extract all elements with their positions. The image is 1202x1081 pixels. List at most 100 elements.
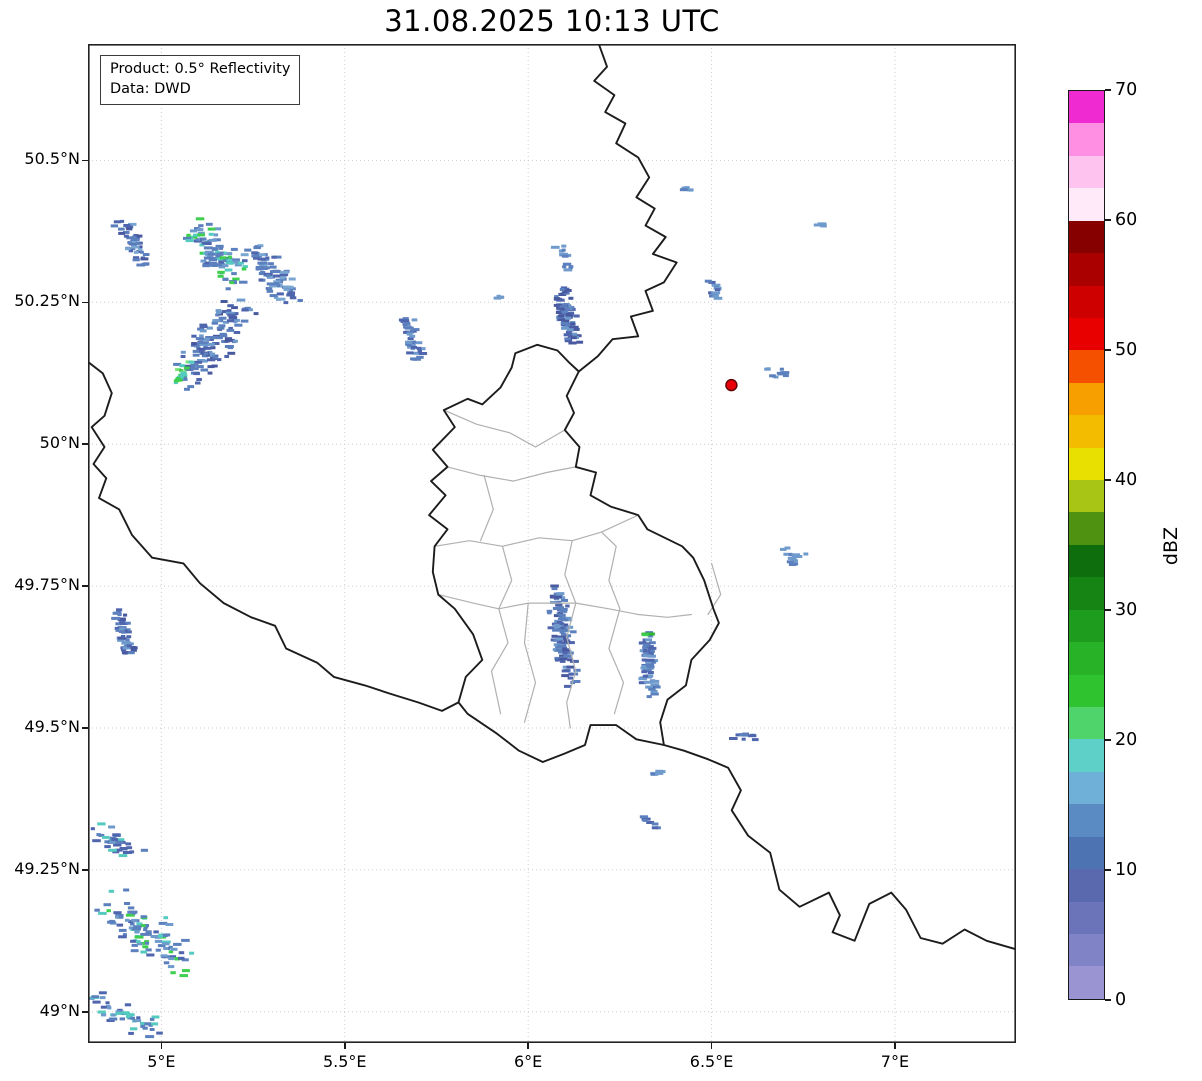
echo-pixel xyxy=(180,371,187,375)
echo-pixel xyxy=(193,360,203,364)
echo-pixel xyxy=(402,317,409,321)
y-tick-mark xyxy=(82,585,88,587)
echo-pixel xyxy=(647,671,654,674)
echo-pixel xyxy=(196,365,204,369)
echo-pixel xyxy=(157,944,166,948)
echo-pixel xyxy=(218,246,224,250)
echo-pixel xyxy=(558,249,565,253)
echo-pixel xyxy=(127,247,136,251)
echo-pixel xyxy=(207,371,213,375)
echo-pixel xyxy=(191,342,197,345)
echo-pixel xyxy=(197,359,206,362)
annotation-source: Data: DWD xyxy=(110,81,191,97)
echo-pixel xyxy=(265,274,271,278)
echo-pixel xyxy=(91,995,99,999)
echo-pixel xyxy=(94,908,100,912)
echo-pixel xyxy=(560,305,568,309)
echo-pixel xyxy=(130,238,140,241)
echo-pixel xyxy=(163,916,169,920)
echo-pixel xyxy=(224,339,230,343)
echo-pixel xyxy=(115,838,125,842)
echo-pixel xyxy=(222,277,228,281)
echo-pixel xyxy=(123,234,129,238)
echo-pixel xyxy=(192,353,200,357)
colorbar-segment xyxy=(1069,91,1104,124)
echo-pixel xyxy=(570,630,577,634)
echo-pixel xyxy=(124,918,130,922)
colorbar-segment xyxy=(1069,674,1104,708)
echo-pixel xyxy=(126,227,133,231)
echo-pixel xyxy=(161,942,170,946)
echo-pixel xyxy=(234,323,243,327)
echo-pixel xyxy=(570,659,579,663)
echo-pixel xyxy=(133,925,142,929)
x-tick-mark xyxy=(710,1043,713,1049)
echo-pixel xyxy=(232,339,238,343)
echo-pixel xyxy=(561,674,570,678)
echo-pixel xyxy=(411,318,418,322)
echo-pixel xyxy=(551,587,558,591)
echo-pixel xyxy=(227,304,234,308)
echo-pixel xyxy=(106,1004,111,1008)
echo-pixel xyxy=(773,375,779,379)
echo-pixel xyxy=(121,630,126,634)
echo-pixel xyxy=(123,224,131,227)
echo-pixel xyxy=(199,343,209,346)
y-tick-label: 49.5°N xyxy=(24,716,80,736)
echo-pixel xyxy=(648,652,654,656)
echo-pixel xyxy=(201,241,211,245)
echo-pixel xyxy=(225,311,235,315)
echo-pixel xyxy=(208,232,214,236)
echo-pixel xyxy=(569,672,579,676)
echo-pixel xyxy=(276,292,284,296)
echo-pixel xyxy=(650,679,660,683)
echo-pixel xyxy=(130,939,138,943)
echo-pixel xyxy=(568,296,574,300)
echo-pixel xyxy=(566,289,572,292)
echo-pixel xyxy=(563,654,573,658)
echo-pixel xyxy=(216,311,222,315)
echo-pixel xyxy=(179,974,188,978)
colorbar-segment xyxy=(1069,609,1104,643)
echo-pixel xyxy=(641,658,647,662)
echo-pixel xyxy=(182,969,190,973)
echo-pixel xyxy=(123,613,128,617)
echo-pixel xyxy=(170,947,178,951)
echo-pixel xyxy=(200,337,210,341)
echo-pixel xyxy=(126,1013,135,1017)
echo-pixel xyxy=(156,1031,163,1035)
echo-pixel xyxy=(140,915,147,919)
echo-pixel xyxy=(570,322,575,326)
echo-pixel xyxy=(122,933,127,937)
echo-pixel xyxy=(142,1022,152,1026)
echo-pixel xyxy=(566,305,572,309)
echo-pixel xyxy=(118,636,126,640)
echo-pixel xyxy=(573,314,580,318)
echo-pixel xyxy=(126,846,133,850)
echo-pixel xyxy=(145,1035,155,1039)
echo-pixel xyxy=(218,260,225,264)
echo-pixel xyxy=(143,925,149,929)
echo-pixel xyxy=(729,737,738,740)
echo-pixel xyxy=(567,658,574,662)
colorbar-tick-mark xyxy=(1105,89,1111,91)
echo-pixel xyxy=(125,913,135,917)
echo-pixel xyxy=(224,337,233,341)
echo-pixel xyxy=(550,584,559,588)
annotation-box: Product: 0.5° Reflectivity Data: DWD xyxy=(100,55,301,105)
echo-pixel xyxy=(161,940,171,944)
echo-pixel xyxy=(283,285,291,289)
x-tick-label: 5°E xyxy=(147,1052,176,1071)
echo-pixel xyxy=(568,265,573,269)
echo-pixel xyxy=(138,248,143,251)
echo-pixel xyxy=(557,635,566,639)
echo-pixel xyxy=(134,929,140,933)
echo-pixel xyxy=(140,924,146,928)
echo-pixel xyxy=(254,254,262,258)
radar-site-marker xyxy=(725,378,738,392)
echo-pixel xyxy=(713,296,723,300)
echo-pixel xyxy=(104,845,111,849)
echo-pixel xyxy=(257,244,264,248)
y-tick-mark xyxy=(82,1011,88,1013)
